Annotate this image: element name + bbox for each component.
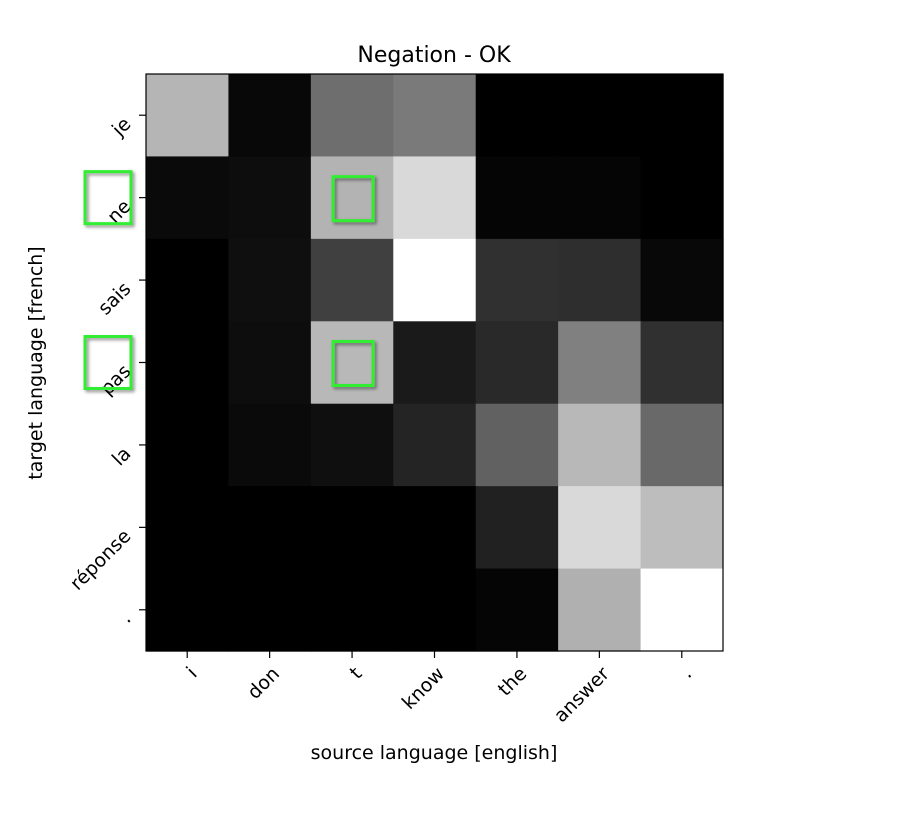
- heatmap-cell-r4-c3: [393, 403, 477, 487]
- heatmap-cell-r6-c3: [393, 568, 477, 652]
- highlight-cell-box-1: [331, 340, 375, 387]
- y-tick-label-5: réponse: [66, 525, 136, 595]
- heatmap-cell-r5-c3: [393, 486, 477, 570]
- heatmap-cell-r0-c6: [640, 74, 724, 158]
- heatmap-cell-r0-c5: [558, 74, 642, 158]
- heatmap-cell-r4-c0: [146, 403, 230, 487]
- heatmap-cell-r2-c6: [640, 238, 724, 322]
- heatmap-cell-r1-c4: [475, 156, 559, 240]
- heatmap-cell-r3-c5: [558, 321, 642, 405]
- heatmap-cell-r4-c6: [640, 403, 724, 487]
- heatmap-cell-r2-c3: [393, 238, 477, 322]
- heatmap-cell-r4-c2: [310, 403, 394, 487]
- heatmap-cell-r1-c0: [146, 156, 230, 240]
- y-tick-label-6: .: [116, 608, 136, 628]
- x-tick-label-4: the: [494, 663, 532, 701]
- heatmap-cell-r2-c2: [310, 238, 394, 322]
- heatmap-cell-r1-c2: [310, 156, 394, 240]
- x-tick-label-1: don: [243, 663, 284, 704]
- x-tick-label-6: .: [676, 663, 696, 683]
- heatmap-cell-r5-c4: [475, 486, 559, 570]
- x-axis-label: source language [english]: [311, 742, 558, 764]
- y-tick-label-2: sais: [94, 278, 136, 320]
- y-tick-label-4: la: [108, 443, 136, 471]
- heatmap-cell-r4-c4: [475, 403, 559, 487]
- heatmap-cell-r6-c2: [310, 568, 394, 652]
- heatmap-cell-r0-c0: [146, 74, 230, 158]
- heatmap-cells: [146, 74, 724, 652]
- heatmap-cell-r5-c0: [146, 486, 230, 570]
- heatmap-cell-r2-c4: [475, 238, 559, 322]
- chart-title: Negation - OK: [357, 43, 511, 68]
- heatmap-cell-r1-c1: [228, 156, 312, 240]
- heatmap-cell-r4-c5: [558, 403, 642, 487]
- highlight-cell-box-0: [331, 175, 375, 223]
- highlight-label-box-0: [83, 170, 133, 226]
- heatmap-cell-r6-c5: [558, 568, 642, 652]
- heatmap-cell-r0-c1: [228, 74, 312, 158]
- heatmap-cell-r0-c4: [475, 74, 559, 158]
- heatmap-cell-r3-c4: [475, 321, 559, 405]
- y-tick-label-0: je: [107, 113, 135, 141]
- heatmap-cell-r2-c0: [146, 238, 230, 322]
- heatmap-cell-r6-c6: [640, 568, 724, 652]
- heatmap-cell-r2-c5: [558, 238, 642, 322]
- heatmap-cell-r0-c2: [310, 74, 394, 158]
- highlight-layer: [83, 170, 375, 390]
- highlight-label-box-1: [83, 335, 133, 390]
- x-axis-ticks: i don t know the answer.: [182, 651, 696, 727]
- heatmap-cell-r1-c6: [640, 156, 724, 240]
- heatmap-cell-r5-c6: [640, 486, 724, 570]
- heatmap-cell-r3-c3: [393, 321, 477, 405]
- heatmap-cell-r3-c6: [640, 321, 724, 405]
- x-tick-label-0: i: [182, 663, 201, 682]
- heatmap-cell-r1-c5: [558, 156, 642, 240]
- heatmap-cell-r5-c1: [228, 486, 312, 570]
- heatmap-cell-r5-c2: [310, 486, 394, 570]
- heatmap-cell-r3-c1: [228, 321, 312, 405]
- heatmap-cell-r6-c1: [228, 568, 312, 652]
- heatmap-cell-r3-c0: [146, 321, 230, 405]
- heatmap-cell-r3-c2: [310, 321, 394, 405]
- x-tick-label-3: know: [398, 663, 449, 714]
- heatmap-cell-r6-c0: [146, 568, 230, 652]
- x-tick-label-5: answer: [550, 663, 614, 727]
- heatmap-cell-r6-c4: [475, 568, 559, 652]
- heatmap-cell-r4-c1: [228, 403, 312, 487]
- y-axis-label: target language [french]: [25, 246, 47, 479]
- heatmap-cell-r0-c3: [393, 74, 477, 158]
- heatmap-cell-r5-c5: [558, 486, 642, 570]
- heatmap-cell-r1-c3: [393, 156, 477, 240]
- heatmap-cell-r2-c1: [228, 238, 312, 322]
- x-tick-label-2: t: [346, 663, 367, 684]
